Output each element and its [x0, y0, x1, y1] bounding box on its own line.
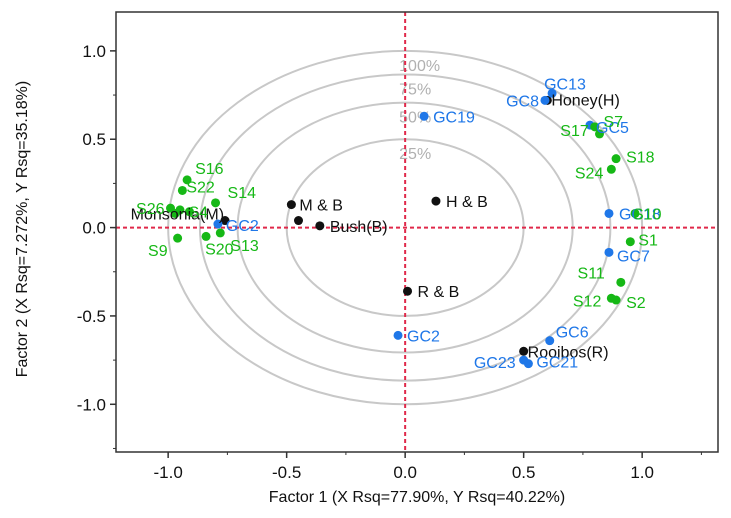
point-unlabeled [293, 216, 303, 226]
circle-75-percent [198, 73, 612, 382]
label-gc18: GC18 [619, 206, 661, 223]
point-h-b [431, 196, 441, 206]
label-monsonia-m-: Monsonia(M) [131, 207, 224, 224]
point-labels: Honey(H) M & B Monsonia(M) Bush(B) H & B R & … [131, 76, 662, 372]
y-tick-label: -1.0 [77, 395, 106, 414]
label-s18: S18 [626, 150, 655, 167]
point-gc8 [540, 95, 550, 105]
y-tick-label: 0.0 [82, 219, 106, 238]
point-gc19 [419, 111, 429, 121]
point-m-b [286, 200, 296, 210]
circle-label-100-percent: 100% [399, 58, 440, 75]
y-tick-label: 0.5 [82, 130, 106, 149]
point-gc2 [213, 219, 223, 229]
label-s13: S13 [230, 238, 259, 255]
circle-label-75-percent: 75% [399, 82, 431, 99]
axis-ticks: -1.0 -0.5 0.0 0.5 1.0 1.0 0.5 0.0 -0.5 -1.0 [77, 42, 702, 482]
circle-label-25-percent: 25% [399, 146, 431, 163]
label-s7: S7 [603, 114, 623, 131]
point-s9 [173, 233, 183, 243]
point-s10 [630, 208, 640, 218]
x-tick-label: 0.0 [393, 463, 417, 482]
point-s2 [611, 295, 621, 305]
y-axis-label: Factor 2 (X Rsq=7.272%, Y Rsq=35.18%) [14, 81, 31, 377]
label-s1: S1 [638, 233, 658, 250]
point-gc6 [545, 336, 555, 346]
point-s24 [606, 164, 616, 174]
point-gc2 [393, 330, 403, 340]
label-honey-h-: Honey(H) [551, 92, 619, 109]
label-s24: S24 [575, 165, 604, 182]
label-gc6: GC6 [556, 325, 589, 342]
x-tick-label: -1.0 [153, 463, 182, 482]
point-gc7 [604, 247, 614, 257]
x-tick-label: 1.0 [630, 463, 654, 482]
point-s14 [211, 198, 221, 208]
point-s20 [201, 231, 211, 241]
plot-frame [115, 11, 719, 453]
label-gc2: GC2 [407, 328, 440, 345]
point-s11 [616, 277, 626, 287]
label-s14: S14 [228, 185, 257, 202]
label-gc21: GC21 [536, 355, 578, 372]
label-s16: S16 [195, 161, 224, 178]
point-s7 [594, 129, 604, 139]
label-s2: S2 [626, 295, 646, 312]
point-s1 [625, 237, 635, 247]
plot-area-border [115, 11, 719, 453]
point-bush-b- [315, 221, 325, 231]
x-tick-label: -0.5 [272, 463, 301, 482]
label-s10: S10 [633, 206, 662, 223]
point-s4 [184, 207, 194, 217]
point-s22 [177, 185, 187, 195]
point-gc23 [519, 355, 529, 365]
point-unlabeled [170, 208, 180, 218]
point-gc18 [604, 208, 614, 218]
label-gc23: GC23 [474, 355, 516, 372]
label-s20: S20 [205, 241, 234, 258]
point-r-b [403, 286, 413, 296]
label-r-b: R & B [418, 284, 460, 301]
y-tick-label: 1.0 [82, 42, 106, 61]
label-s26: S26 [136, 201, 165, 218]
label-bush-b-: Bush(B) [330, 219, 388, 236]
point-gc13 [547, 88, 557, 98]
label-gc19: GC19 [433, 109, 475, 126]
label-gc7: GC7 [617, 248, 650, 265]
label-gc13: GC13 [544, 76, 586, 93]
label-m-b: M & B [299, 198, 343, 215]
x-axis-label: Factor 1 (X Rsq=77.90%, Y Rsq=40.22%) [269, 489, 565, 506]
point-rooibos-r- [519, 346, 529, 356]
y-tick-label: -0.5 [77, 307, 106, 326]
point-s17 [590, 122, 600, 132]
point-s13 [215, 228, 225, 238]
point-s18 [611, 154, 621, 164]
label-rooibos-r-: Rooibos(R) [528, 344, 609, 361]
label-s11: S11 [578, 265, 605, 282]
label-h-b: H & B [446, 194, 488, 211]
data-points [166, 88, 640, 369]
label-gc5: GC5 [596, 120, 629, 137]
label-s4: S4 [188, 205, 208, 222]
label-gc8: GC8 [506, 93, 539, 110]
point-monsonia-m- [220, 216, 230, 226]
x-tick-label: 0.5 [512, 463, 536, 482]
label-s22: S22 [186, 179, 215, 196]
label-gc2: GC2 [226, 218, 259, 235]
point-s16 [182, 175, 192, 185]
label-s12: S12 [573, 293, 602, 310]
label-s9: S9 [148, 243, 168, 260]
label-s17: S17 [560, 123, 589, 140]
